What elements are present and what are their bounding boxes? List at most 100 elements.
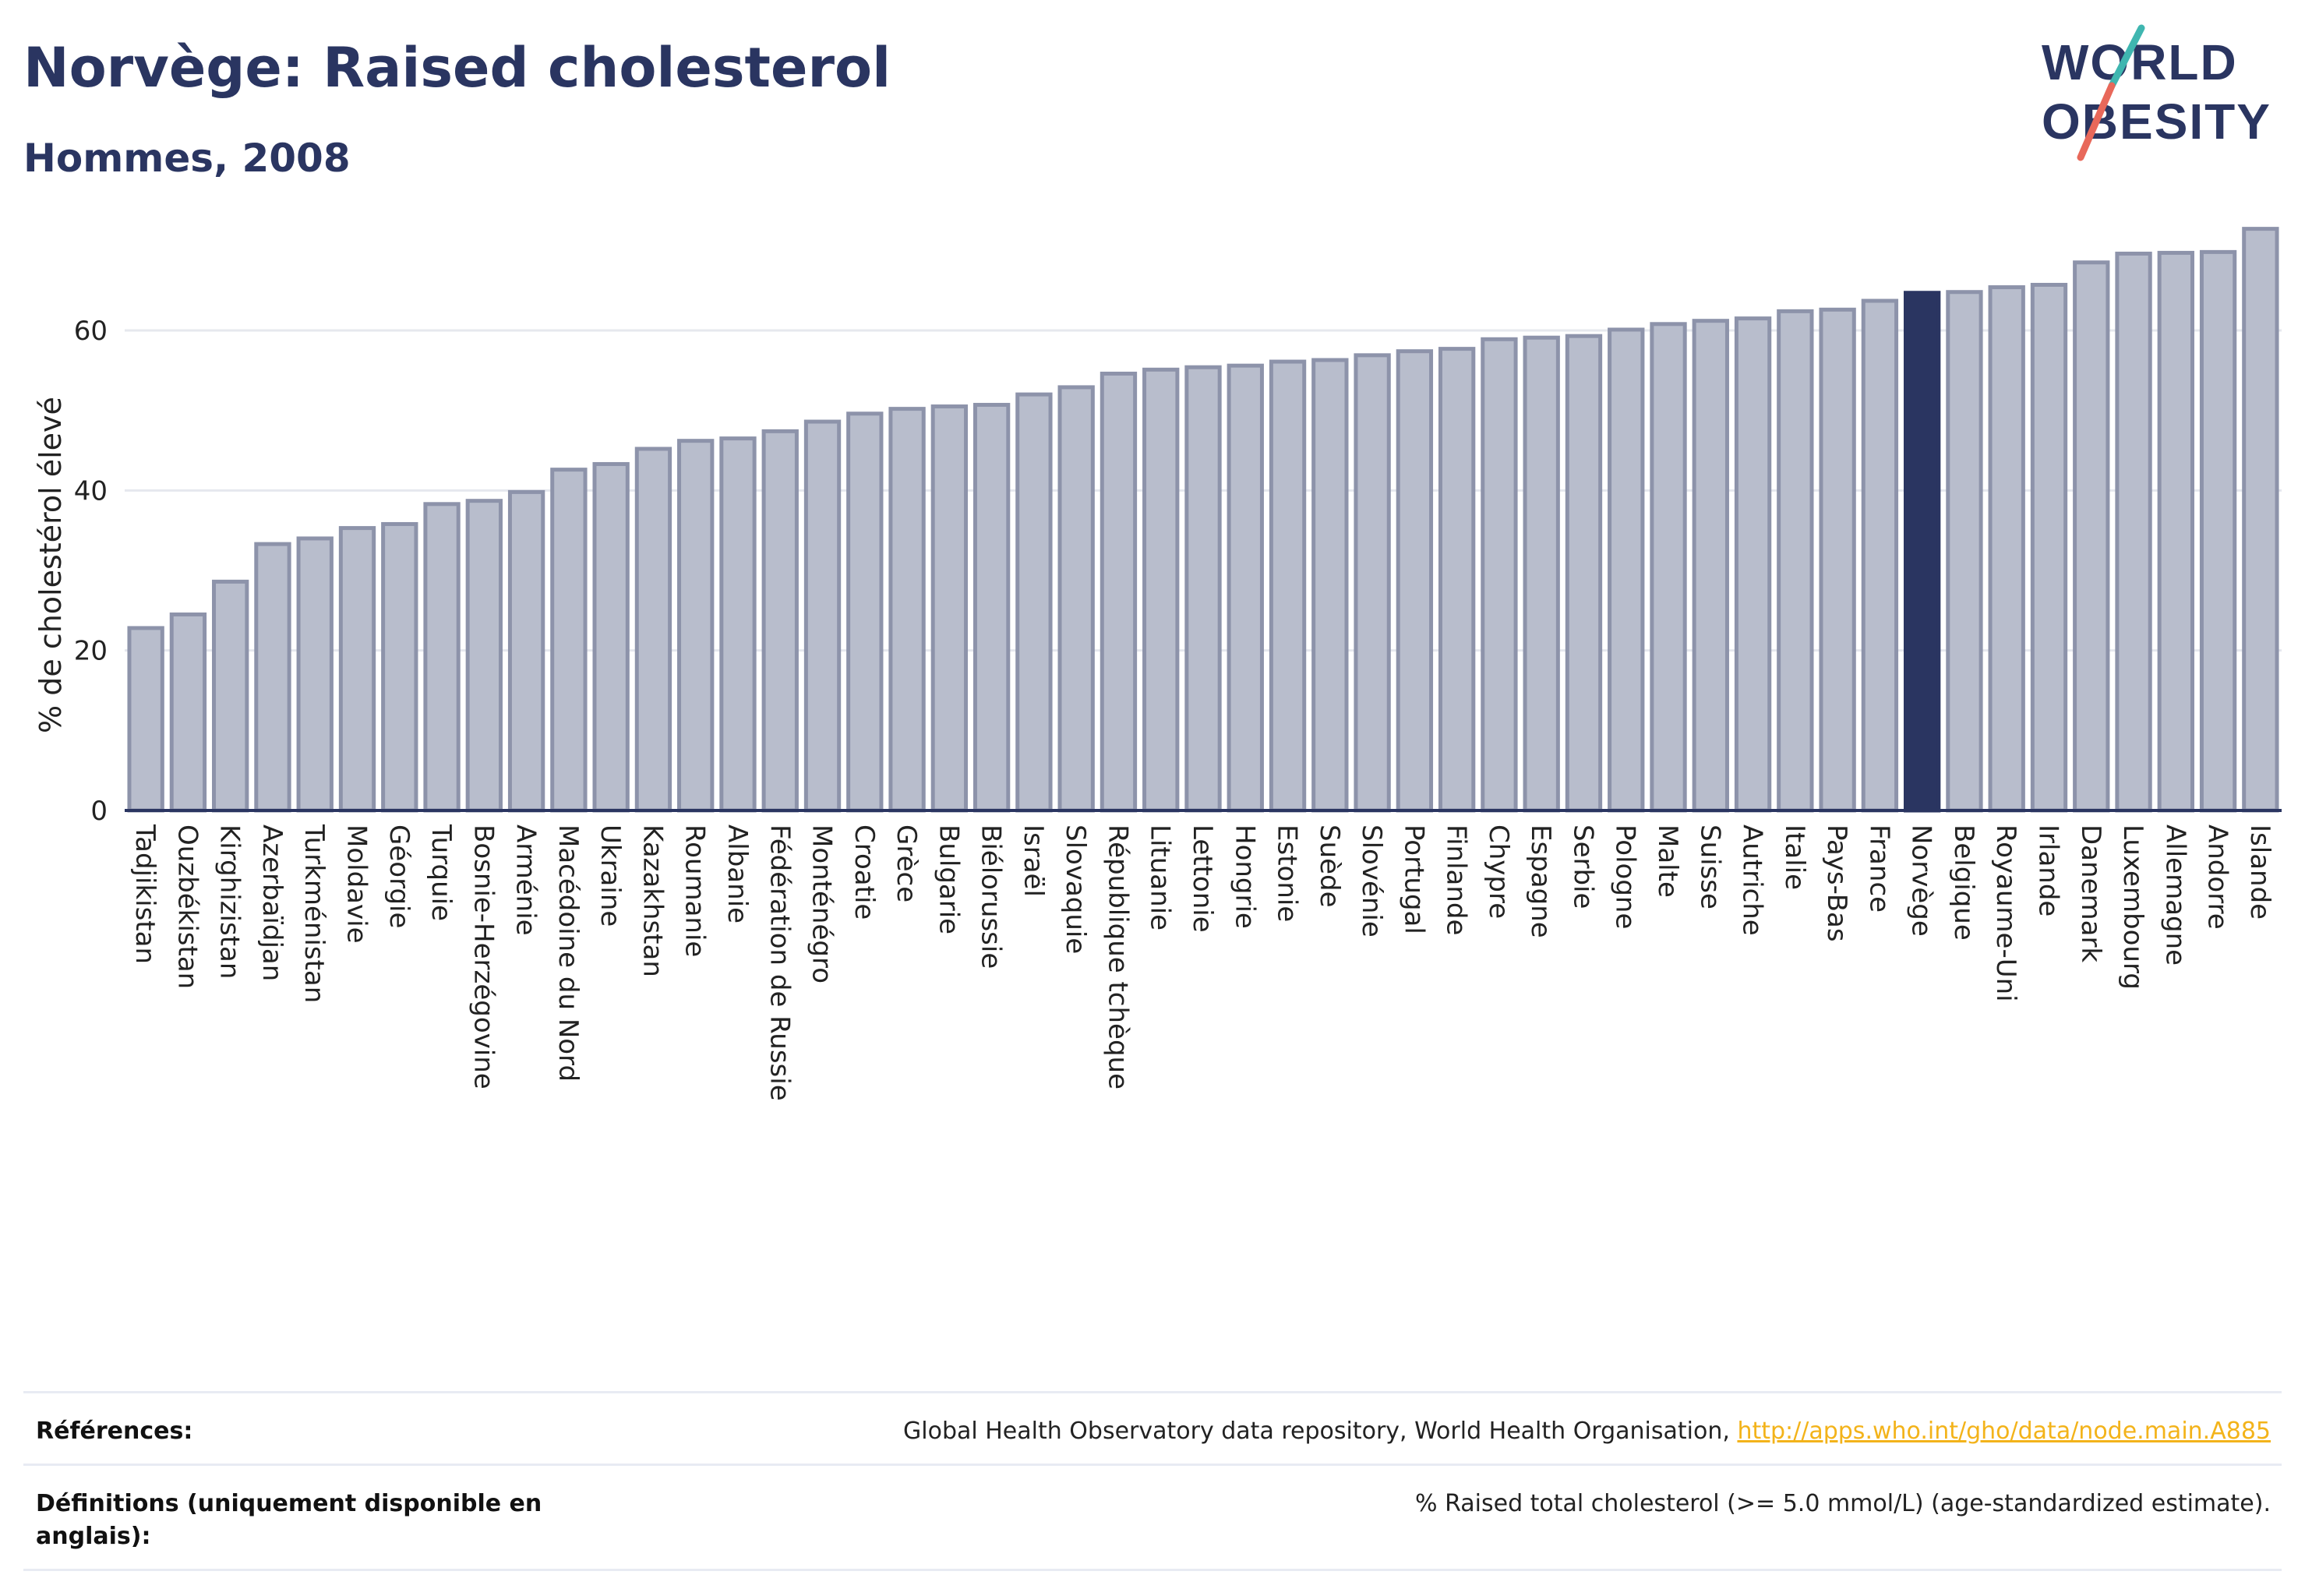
x-tick-label: Bulgarie	[933, 824, 964, 934]
y-axis-label: % de cholestérol élevé	[34, 397, 68, 733]
x-tick-label: Italie	[1779, 824, 1810, 890]
x-tick-label: Ouzbékistan	[171, 824, 203, 989]
bar	[1015, 392, 1053, 813]
x-tick-label: Fédération de Russie	[764, 824, 795, 1101]
x-tick-label: Monténégro	[807, 824, 838, 983]
x-tick-label: Chypre	[1483, 824, 1514, 919]
logo-line2: OBESITY	[2042, 94, 2271, 150]
bar	[212, 579, 249, 813]
definitions-value: % Raised total cholesterol (>= 5.0 mmol/…	[1415, 1490, 2271, 1517]
x-tick-label: Bosnie-Herzégovine	[468, 824, 499, 1089]
x-tick-label: Pays-Bas	[1821, 824, 1852, 942]
x-tick-label: Turquie	[425, 824, 457, 921]
x-tick-label: Biélorussie	[976, 824, 1007, 969]
references-label: Références:	[36, 1418, 193, 1445]
bar	[1777, 309, 1814, 813]
x-tick-label: Norvège	[1906, 824, 1937, 937]
y-tick-label: 60	[74, 316, 108, 347]
bar	[972, 402, 1011, 813]
bar	[1650, 322, 1687, 813]
x-tick-label: Espagne	[1525, 824, 1556, 938]
bar	[338, 526, 376, 813]
x-tick-label: France	[1863, 824, 1894, 913]
definitions-label: Définitions (uniquement disponible en an…	[36, 1490, 542, 1550]
bar	[2030, 282, 2068, 813]
x-tick-label: Suisse	[1694, 824, 1725, 909]
bar	[507, 489, 545, 813]
bar	[1184, 365, 1222, 813]
bar	[1481, 337, 1518, 813]
bar	[803, 419, 842, 813]
bar	[719, 436, 757, 813]
bar	[381, 521, 418, 813]
bar	[888, 407, 926, 813]
x-tick-label: Slovénie	[1356, 824, 1387, 937]
x-tick-label: Roumanie	[679, 824, 711, 957]
world-obesity-logo: WORLD OBESITY	[2042, 24, 2271, 161]
x-tick-label: Lettonie	[1187, 824, 1218, 933]
bar	[2199, 249, 2237, 813]
bar	[423, 502, 461, 813]
x-tick-label: Royaume-Uni	[1990, 824, 2021, 1002]
bar	[1100, 371, 1138, 813]
bar	[1903, 291, 1941, 813]
x-tick-label: Lituanie	[1145, 824, 1176, 930]
bar	[1608, 327, 1645, 813]
x-tick-label: République tchèque	[1102, 824, 1133, 1089]
x-tick-label: Géorgie	[383, 824, 415, 928]
y-tick-label: 0	[90, 796, 108, 827]
x-tick-label: Israël	[1018, 824, 1049, 897]
bar	[930, 404, 969, 813]
x-tick-label: Serbie	[1567, 824, 1598, 909]
x-tick-label: Belgique	[1948, 824, 1979, 941]
bar	[550, 468, 588, 813]
x-tick-label: Turkménistan	[298, 824, 330, 1003]
bar	[296, 536, 334, 813]
x-tick-label: Autriche	[1737, 824, 1768, 936]
bar	[254, 542, 291, 813]
x-tick-label: Irlande	[2032, 824, 2063, 916]
y-tick-label: 40	[74, 475, 108, 507]
x-tick-label: Islande	[2244, 824, 2275, 920]
bar	[592, 461, 630, 813]
bar	[1438, 347, 1476, 813]
references-row: Références: Global Health Observatory da…	[23, 1391, 2282, 1464]
bar	[634, 447, 672, 813]
x-tick-label: Hongrie	[1229, 824, 1260, 929]
bar	[2242, 227, 2279, 813]
bar	[1142, 367, 1180, 813]
x-tick-label: Suède	[1314, 824, 1345, 908]
bar	[846, 411, 884, 813]
x-tick-label: Malte	[1652, 824, 1683, 898]
x-tick-label: Arménie	[510, 824, 542, 936]
logo-line1: WORLD	[2042, 34, 2238, 90]
bar	[2115, 251, 2152, 813]
bar	[1311, 358, 1349, 813]
logo-slash-red	[2077, 82, 2116, 161]
bar	[1988, 285, 2025, 813]
chart-subtitle: Hommes, 2008	[23, 136, 351, 181]
bar	[465, 499, 503, 813]
x-tick-label: Finlande	[1441, 824, 1472, 935]
bar	[1396, 349, 1434, 813]
definitions-row: Définitions (uniquement disponible en an…	[23, 1464, 2282, 1571]
x-tick-label: Kirghizistan	[214, 824, 245, 979]
x-tick-label: Kazakhstan	[637, 824, 668, 977]
bar	[1946, 290, 1983, 813]
x-tick-label: Pologne	[1610, 824, 1641, 929]
x-tick-label: Macédoine du Nord	[552, 824, 584, 1082]
x-tick-label: Albanie	[722, 824, 753, 923]
y-tick-label: 20	[74, 636, 108, 667]
bar	[1565, 334, 1603, 813]
bar-chart: 0 20 40 60 % de cholestérol élevé Tadjikistan…	[34, 227, 2282, 1101]
bar	[1819, 307, 1856, 813]
references-link[interactable]: http://apps.who.int/gho/data/node.main.A…	[1737, 1418, 2271, 1445]
bar	[127, 626, 164, 813]
x-tick-label: Tadjikistan	[129, 824, 161, 964]
bar	[1227, 363, 1264, 813]
bar	[761, 429, 799, 813]
x-tick-label: Luxembourg	[2117, 824, 2148, 990]
bar	[1269, 359, 1307, 813]
bar	[1692, 319, 1729, 813]
x-tick-label: Ukraine	[595, 824, 626, 927]
